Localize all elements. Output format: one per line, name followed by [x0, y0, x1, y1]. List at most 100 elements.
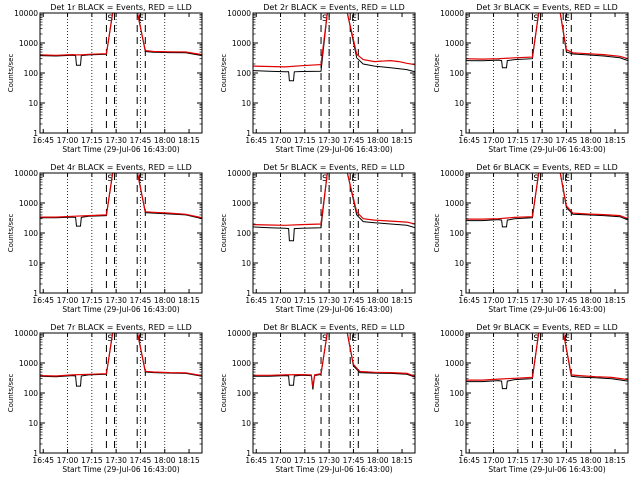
- y-tick-label: 1000: [445, 199, 464, 208]
- y-tick-label: 1000: [232, 199, 251, 208]
- chart-title: Det 8r BLACK = Events, RED = LLD: [263, 323, 405, 332]
- x-tick-label: 17:30: [105, 456, 127, 465]
- x-axis-label: Start Time (29-Jul-06 16:43:00): [62, 305, 179, 314]
- y-tick-label: 10000: [227, 9, 251, 18]
- x-tick-label: 18:00: [580, 296, 602, 305]
- x-tick-label: 16:45: [245, 456, 267, 465]
- series-lld-line: [40, 173, 202, 219]
- x-tick-label: 17:00: [483, 136, 505, 145]
- x-tick-label: 17:00: [57, 136, 79, 145]
- x-tick-label: 17:30: [318, 136, 340, 145]
- plot-frame: [252, 12, 416, 134]
- y-tick-label: 100: [24, 229, 39, 238]
- x-tick-label: 17:45: [130, 136, 152, 145]
- x-tick-label: 17:45: [556, 136, 578, 145]
- y-tick-label: 10000: [227, 169, 251, 178]
- y-axis-label: Counts/sec: [7, 214, 15, 253]
- y-tick-label: 10: [454, 419, 464, 428]
- x-tick-label: 18:00: [367, 296, 389, 305]
- y-tick-label: 100: [237, 229, 252, 238]
- marker-label-s: S: [322, 174, 328, 184]
- y-tick-label: 1: [246, 129, 251, 138]
- y-tick-label: 1000: [19, 359, 38, 368]
- series-events-line: [40, 173, 202, 227]
- x-tick-label: 18:15: [391, 296, 413, 305]
- x-tick-label: 17:00: [57, 456, 79, 465]
- chart-panel-8: S E 16:45 17:00 17:15 17:30 17:45 18:00 18:15 1 10…: [220, 323, 416, 474]
- y-tick-label: 10000: [227, 329, 251, 338]
- x-tick-label: 17:30: [318, 456, 340, 465]
- x-tick-label: 17:30: [105, 296, 127, 305]
- y-axis-label: Counts/sec: [433, 54, 441, 93]
- marker-label-e: E: [564, 334, 570, 344]
- chart-title: Det 6r BLACK = Events, RED = LLD: [476, 163, 618, 172]
- y-tick-label: 10: [241, 99, 251, 108]
- x-tick-label: 17:15: [507, 456, 529, 465]
- series-events-line: [253, 333, 415, 390]
- chart-panel-1: S E 16:45 17:00 17:15 17:30 17:45 18:00 18:15 1 10…: [7, 3, 203, 154]
- marker-label-e: E: [351, 174, 357, 184]
- y-tick-label: 10: [454, 259, 464, 268]
- x-axis-label: Start Time (29-Jul-06 16:43:00): [275, 145, 392, 154]
- x-tick-label: 17:30: [531, 136, 553, 145]
- x-tick-label: 18:15: [604, 456, 626, 465]
- x-tick-label: 18:15: [604, 296, 626, 305]
- series-lld-line: [466, 13, 628, 60]
- plot-frame: [252, 172, 416, 294]
- x-axis-label: Start Time (29-Jul-06 16:43:00): [488, 145, 605, 154]
- y-tick-label: 1000: [232, 39, 251, 48]
- y-tick-label: 10000: [14, 329, 38, 338]
- x-tick-label: 17:30: [531, 296, 553, 305]
- x-tick-label: 17:45: [343, 296, 365, 305]
- y-tick-label: 1: [33, 449, 38, 458]
- x-tick-label: 16:45: [245, 136, 267, 145]
- y-tick-label: 100: [450, 229, 465, 238]
- marker-label-e: E: [564, 14, 570, 24]
- y-tick-label: 10000: [440, 169, 464, 178]
- series-lld-line: [40, 13, 202, 56]
- x-tick-label: 17:15: [294, 456, 316, 465]
- x-tick-label: 16:45: [32, 296, 54, 305]
- x-tick-label: 17:30: [531, 456, 553, 465]
- marker-label-e: E: [351, 14, 357, 24]
- x-tick-label: 17:30: [105, 136, 127, 145]
- series-lld-line: [40, 333, 202, 377]
- chart-panel-4: S E 16:45 17:00 17:15 17:30 17:45 18:00 18:15 1 10…: [7, 163, 203, 314]
- y-tick-label: 1000: [19, 199, 38, 208]
- plot-frame: [252, 332, 416, 454]
- x-tick-label: 17:45: [343, 456, 365, 465]
- y-tick-label: 100: [24, 389, 39, 398]
- series-events-line: [253, 13, 415, 82]
- plot-frame: [39, 332, 203, 454]
- x-tick-label: 18:15: [391, 136, 413, 145]
- marker-label-s: S: [107, 174, 113, 184]
- y-tick-label: 1000: [19, 39, 38, 48]
- marker-label-s: S: [533, 14, 539, 24]
- y-tick-label: 10: [454, 99, 464, 108]
- marker-label-e: E: [351, 334, 357, 344]
- x-tick-label: 17:15: [507, 296, 529, 305]
- marker-label-e: E: [138, 174, 144, 184]
- y-tick-label: 1: [459, 289, 464, 298]
- y-tick-label: 1: [246, 449, 251, 458]
- x-tick-label: 18:15: [391, 456, 413, 465]
- series-events-line: [253, 173, 415, 242]
- y-tick-label: 1: [459, 449, 464, 458]
- x-tick-label: 18:00: [580, 456, 602, 465]
- plot-frame: [465, 12, 629, 134]
- y-axis-label: Counts/sec: [220, 214, 228, 253]
- y-axis-label: Counts/sec: [433, 374, 441, 413]
- x-tick-label: 17:15: [294, 296, 316, 305]
- y-axis-label: Counts/sec: [220, 54, 228, 93]
- y-tick-label: 10000: [440, 329, 464, 338]
- y-axis-label: Counts/sec: [220, 374, 228, 413]
- x-tick-label: 17:00: [270, 136, 292, 145]
- plot-frame: [39, 172, 203, 294]
- x-tick-label: 17:45: [556, 296, 578, 305]
- y-tick-label: 1: [246, 289, 251, 298]
- x-tick-label: 17:00: [57, 296, 79, 305]
- x-tick-label: 17:00: [483, 456, 505, 465]
- y-tick-label: 10: [241, 259, 251, 268]
- y-tick-label: 100: [237, 389, 252, 398]
